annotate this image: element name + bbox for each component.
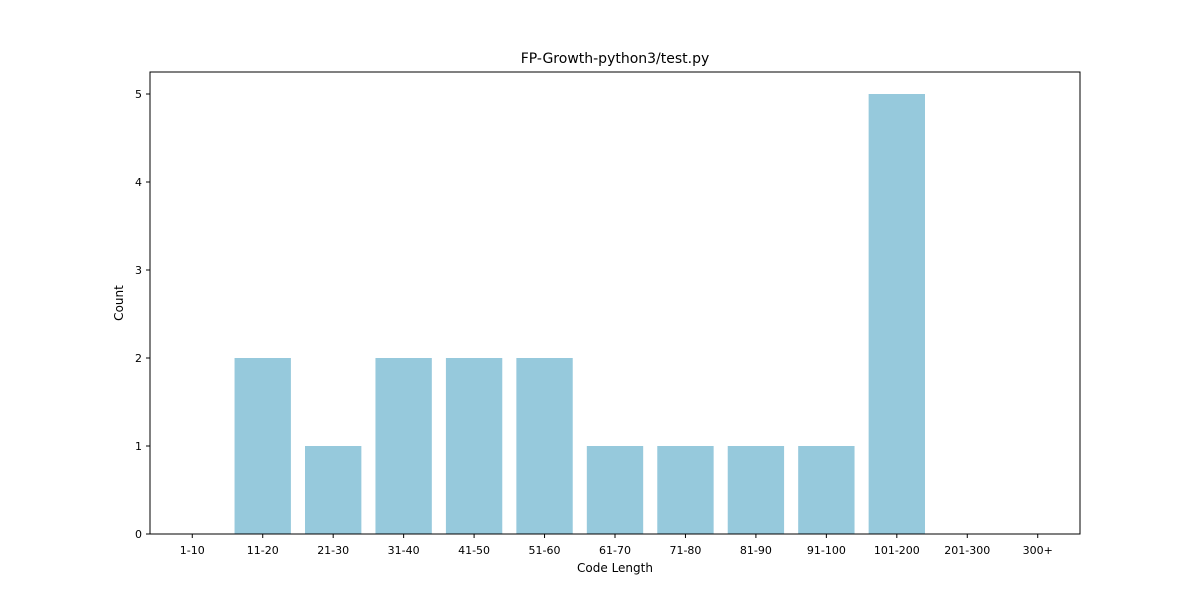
chart-title: FP-Growth-python3/test.py [521, 51, 710, 67]
x-tick-label: 300+ [1023, 544, 1053, 557]
x-tick-label: 41-50 [458, 544, 490, 557]
x-axis-ticks: 1-10 11-20 21-30 31-40 41-50 51-60 61-70 71-80 8… [180, 534, 1053, 557]
bars-layer [234, 94, 925, 534]
y-tick-label: 2 [135, 352, 142, 365]
x-tick-label: 61-70 [599, 544, 631, 557]
bar-51-60 [516, 358, 573, 534]
bar-101-200 [868, 94, 925, 534]
bar-91-100 [798, 446, 855, 534]
y-axis-ticks: 0 1 2 3 4 5 [135, 88, 150, 541]
bar-81-90 [727, 446, 785, 534]
y-tick-label: 4 [135, 176, 142, 189]
x-tick-label: 91-100 [807, 544, 846, 557]
bar-71-80 [657, 446, 714, 534]
x-tick-label: 21-30 [317, 544, 349, 557]
x-tick-label: 201-300 [944, 544, 990, 557]
y-tick-label: 5 [135, 88, 142, 101]
bar-11-20 [234, 358, 291, 534]
x-tick-label: 101-200 [874, 544, 920, 557]
bar-61-70 [586, 446, 644, 534]
bar-31-40 [375, 358, 432, 534]
y-tick-label: 1 [135, 440, 142, 453]
y-tick-label: 3 [135, 264, 142, 277]
x-axis-label: Code Length [577, 561, 653, 575]
bar-41-50 [445, 358, 503, 534]
x-tick-label: 1-10 [180, 544, 205, 557]
x-tick-label: 11-20 [247, 544, 279, 557]
y-axis-label: Count [112, 285, 126, 321]
x-tick-label: 81-90 [740, 544, 772, 557]
bar-21-30 [305, 446, 362, 534]
y-tick-label: 0 [135, 528, 142, 541]
x-tick-label: 31-40 [388, 544, 420, 557]
x-tick-label: 71-80 [669, 544, 701, 557]
x-tick-label: 51-60 [529, 544, 561, 557]
plot-frame [149, 71, 1081, 535]
